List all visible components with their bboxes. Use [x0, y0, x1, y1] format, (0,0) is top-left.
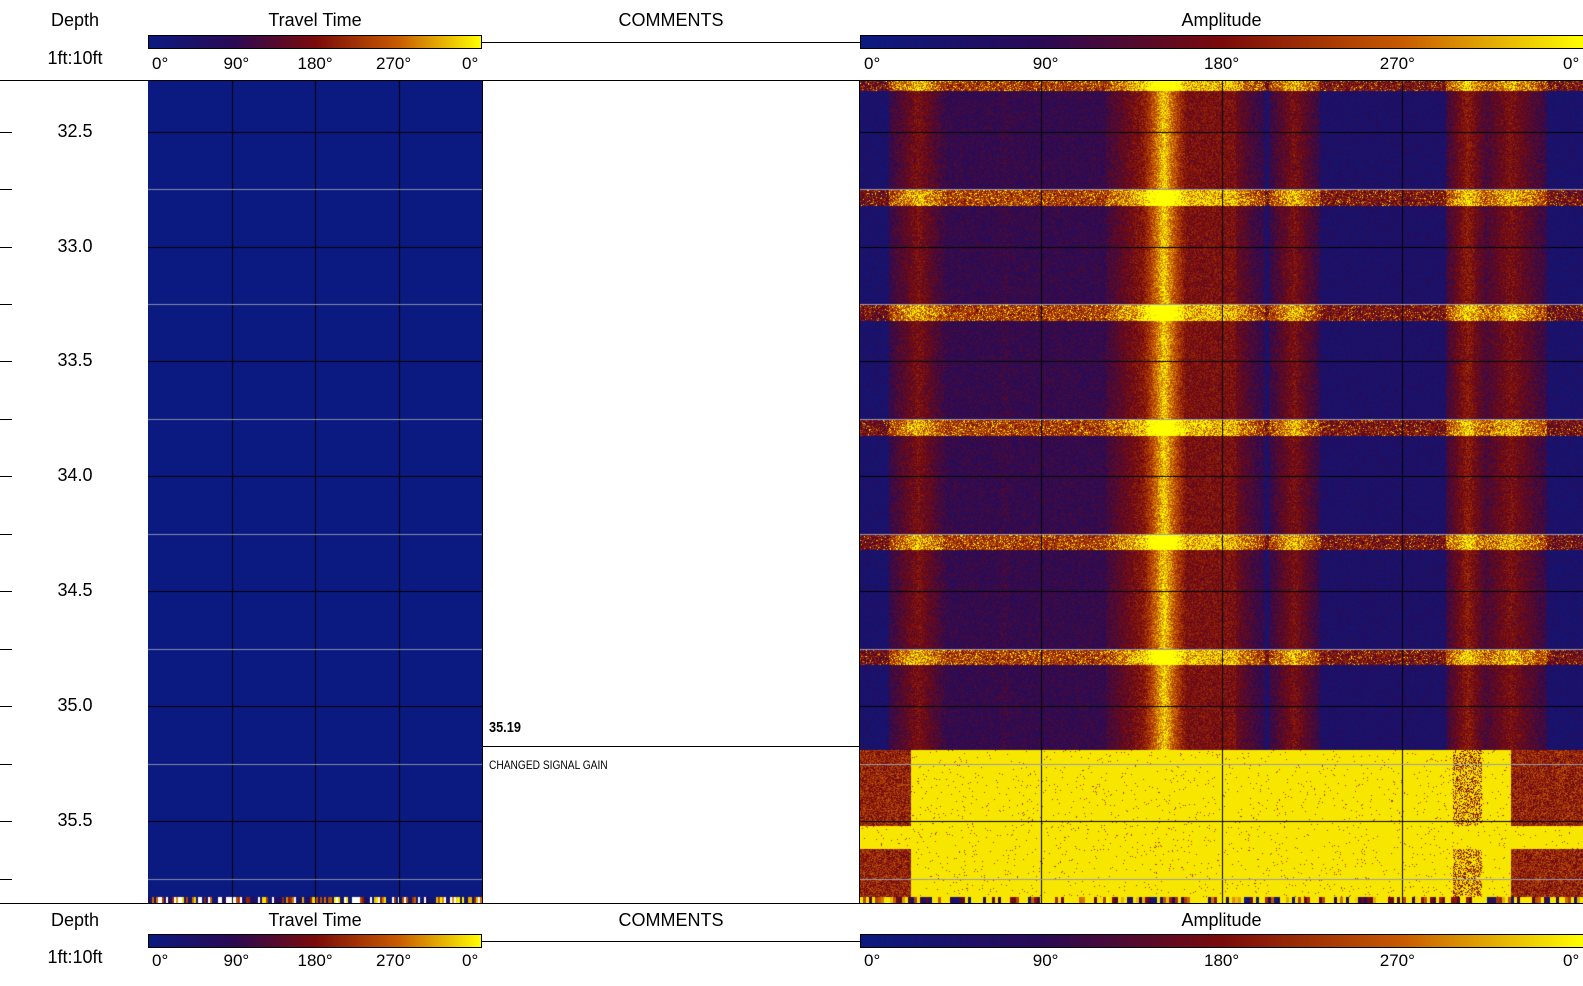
depth-tick-label: 34.5: [57, 580, 93, 601]
amplitude-colorbar: [860, 35, 1583, 49]
depth-minor-tick: [0, 418, 12, 420]
depth-tick-label: 32.5: [57, 120, 93, 141]
depth-title: Depth: [50, 10, 100, 30]
depth-column: 32.5 33.0 33.5 34.0 34.5 35.0 35.5: [0, 81, 148, 904]
depth-minor-tick: [0, 648, 12, 650]
amplitude-title: Amplitude: [1181, 10, 1262, 30]
depth-tick-label: 35.5: [57, 810, 93, 831]
depth-major-tick: [0, 476, 12, 478]
depth-minor-tick: [0, 303, 12, 305]
amplitude-tick-1: 90°: [1032, 54, 1059, 73]
log-body: 32.5 33.0 33.5 34.0 34.5 35.0 35.5 35.19 CHANG…: [0, 81, 1583, 904]
travel-time-tick-0: 0°: [152, 54, 169, 73]
comment-rule: [483, 746, 859, 747]
travel-time-footer-tick-3: 270°: [376, 951, 412, 970]
depth-minor-tick: [0, 878, 12, 880]
amplitude-image: [860, 81, 1583, 904]
comment-depth: 35.19: [489, 719, 521, 736]
comment-text: CHANGED SIGNAL GAIN: [489, 758, 608, 772]
comments-title: COMMENTS: [618, 10, 724, 30]
amplitude-footer-tick-1: 90°: [1032, 951, 1059, 970]
depth-scale-footer: 1ft:10ft: [47, 947, 103, 967]
depth-major-tick: [0, 706, 12, 708]
track-header: Depth 1ft:10ft Travel Time 0° 90° 180° 270°…: [0, 0, 1583, 78]
depth-major-tick: [0, 591, 12, 593]
depth-major-tick: [0, 131, 12, 133]
depth-minor-tick: [0, 189, 12, 191]
depth-major-tick: [0, 361, 12, 363]
comments-rule: [482, 42, 860, 43]
travel-time-title-footer: Travel Time: [268, 910, 362, 930]
amplitude-track: [860, 81, 1583, 904]
amplitude-footer-tick-3: 270°: [1379, 951, 1415, 970]
depth-minor-tick: [0, 763, 12, 765]
body-bottom-rule: [0, 903, 1583, 904]
depth-title-footer: Depth: [50, 910, 100, 930]
depth-major-tick: [0, 821, 12, 823]
amplitude-tick-0: 0°: [864, 54, 881, 73]
depth-scale: 1ft:10ft: [47, 48, 103, 68]
amplitude-tick-4: 0°: [1563, 54, 1580, 73]
depth-tick-label: 33.5: [57, 350, 93, 371]
travel-time-colorbar-footer: [148, 934, 482, 948]
depth-minor-tick: [0, 533, 12, 535]
travel-time-tick-2: 180°: [297, 54, 333, 73]
amplitude-footer-tick-2: 180°: [1204, 951, 1240, 970]
depth-tick-label: 34.0: [57, 465, 93, 486]
travel-time-footer-tick-0: 0°: [152, 951, 169, 970]
depth-major-tick: [0, 246, 12, 248]
travel-time-track: [148, 81, 482, 904]
amplitude-footer-tick-4: 0°: [1563, 951, 1580, 970]
travel-time-tick-4: 0°: [462, 54, 479, 73]
comments-rule-footer: [482, 941, 860, 942]
track-footer: Depth 1ft:10ft Travel Time 0° 90° 180° 270°…: [0, 904, 1583, 982]
travel-time-image: [148, 81, 482, 904]
travel-time-tick-3: 270°: [376, 54, 412, 73]
amplitude-tick-2: 180°: [1204, 54, 1240, 73]
amplitude-title-footer: Amplitude: [1181, 910, 1262, 930]
travel-time-footer-tick-2: 180°: [297, 951, 333, 970]
travel-time-tick-1: 90°: [223, 54, 250, 73]
travel-time-title: Travel Time: [268, 10, 362, 30]
header-bottom-rule: [0, 80, 1583, 81]
comments-track: 35.19 CHANGED SIGNAL GAIN: [482, 81, 860, 904]
travel-time-footer-tick-4: 0°: [462, 951, 479, 970]
amplitude-colorbar-footer: [860, 934, 1583, 948]
travel-time-footer-tick-1: 90°: [223, 951, 250, 970]
travel-time-colorbar: [148, 35, 482, 49]
depth-tick-label: 33.0: [57, 235, 93, 256]
comments-title-footer: COMMENTS: [618, 910, 724, 930]
depth-tick-label: 35.0: [57, 695, 93, 716]
amplitude-tick-3: 270°: [1379, 54, 1415, 73]
amplitude-footer-tick-0: 0°: [864, 951, 881, 970]
